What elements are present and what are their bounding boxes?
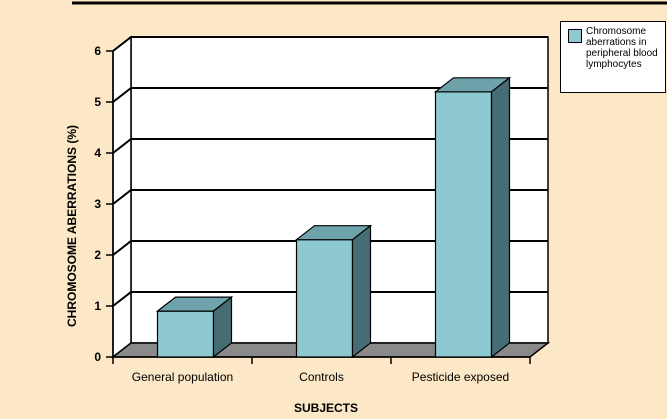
bar-side (490, 76, 511, 359)
legend-swatch (568, 29, 582, 43)
y-tick-label: 6 (94, 44, 101, 58)
bar-front (156, 310, 215, 358)
bars: General population Controls Pesticide expo… (132, 76, 512, 384)
y-tick-label: 2 (94, 248, 101, 262)
y-tick-label: 5 (94, 95, 101, 109)
gridline (112, 240, 548, 256)
legend-label: Chromosome aberrations in peripheral blo… (586, 26, 658, 70)
bar-front (434, 91, 493, 358)
bar-side (351, 224, 372, 359)
legend: Chromosome aberrations in peripheral blo… (560, 21, 666, 93)
gridline (112, 189, 548, 205)
x-category-label: General population (132, 370, 233, 384)
gridline (112, 138, 548, 154)
gridline (112, 291, 548, 307)
y-axis-label: CHROMOSOME ABERRATIONS (%) (65, 125, 79, 327)
x-category-label: Controls (299, 370, 344, 384)
y-tick-label: 0 (94, 350, 101, 364)
gridline (112, 87, 548, 103)
gridline (112, 36, 548, 52)
bar-front (295, 239, 354, 358)
y-tick-label: 3 (94, 197, 101, 211)
x-category-label: Pesticide exposed (412, 370, 509, 384)
y-tick-label: 1 (94, 299, 101, 313)
bar-side (212, 295, 233, 359)
y-tick-label: 4 (94, 146, 101, 160)
x-axis-label: SUBJECTS (294, 401, 358, 415)
